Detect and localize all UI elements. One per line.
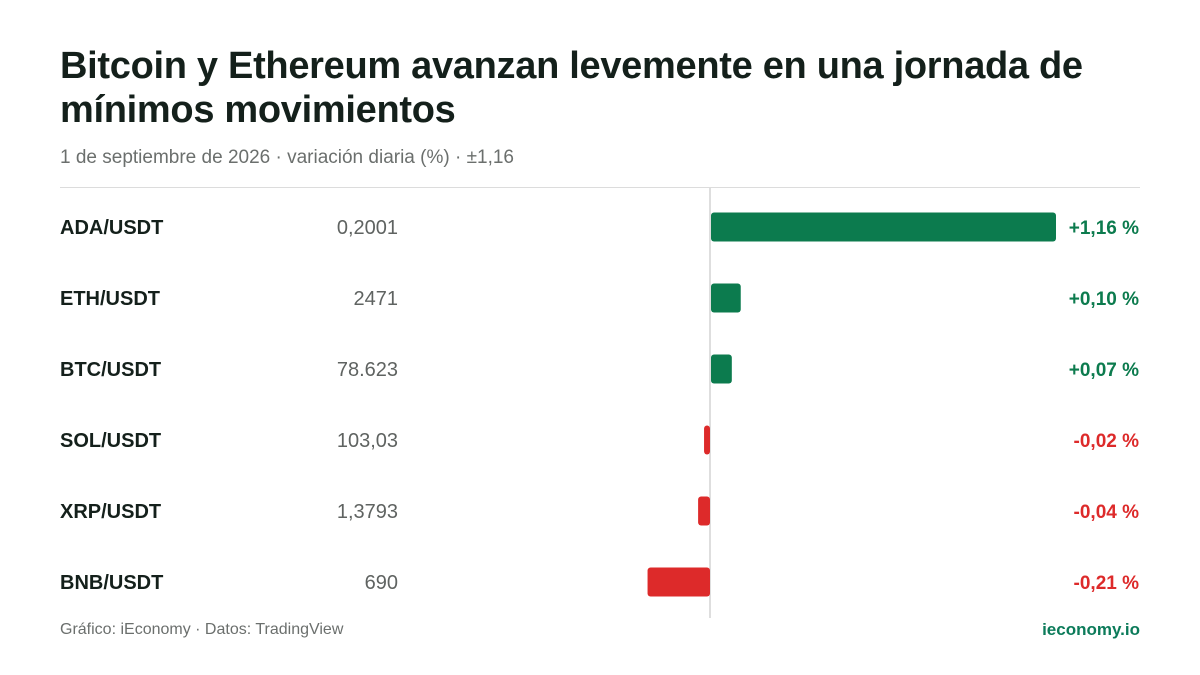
pair-label: XRP/USDT	[60, 501, 161, 523]
bar	[704, 425, 710, 455]
source-credit: Gráfico: iEconomy · Datos: TradingView	[60, 621, 344, 638]
bar	[711, 283, 741, 313]
value-label: +1,16 %	[1069, 218, 1139, 239]
price-label: 103,03	[337, 430, 398, 452]
bar	[711, 354, 732, 384]
pair-label: ETH/USDT	[60, 288, 160, 310]
price-label: 1,3793	[337, 501, 398, 523]
chart-title: Bitcoin y Ethereum avanzan levemente en …	[60, 45, 1083, 131]
price-label: 690	[365, 572, 398, 594]
pair-label: BNB/USDT	[60, 572, 163, 594]
value-label: +0,07 %	[1069, 360, 1139, 381]
bar	[711, 212, 1056, 242]
price-label: 0,2001	[337, 217, 398, 239]
value-label: +0,10 %	[1069, 289, 1139, 310]
chart-subtitle: 1 de septiembre de 2026 · variación diar…	[60, 147, 514, 168]
bar	[698, 496, 710, 526]
value-label: -0,04 %	[1074, 502, 1140, 523]
header-divider	[60, 187, 1140, 188]
bar-chart: ADA/USDT 0,2001 +1,16 % ETH/USDT 2471 +0,10 %…	[60, 188, 1140, 618]
price-label: 78.623	[337, 359, 398, 381]
value-label: -0,02 %	[1074, 431, 1140, 452]
price-label: 2471	[354, 288, 399, 310]
bar	[647, 567, 710, 597]
brand-link[interactable]: ieconomy.io	[1042, 620, 1140, 639]
pair-label: BTC/USDT	[60, 359, 161, 381]
value-label: -0,21 %	[1074, 573, 1140, 594]
pair-label: ADA/USDT	[60, 217, 163, 239]
pair-label: SOL/USDT	[60, 430, 161, 452]
